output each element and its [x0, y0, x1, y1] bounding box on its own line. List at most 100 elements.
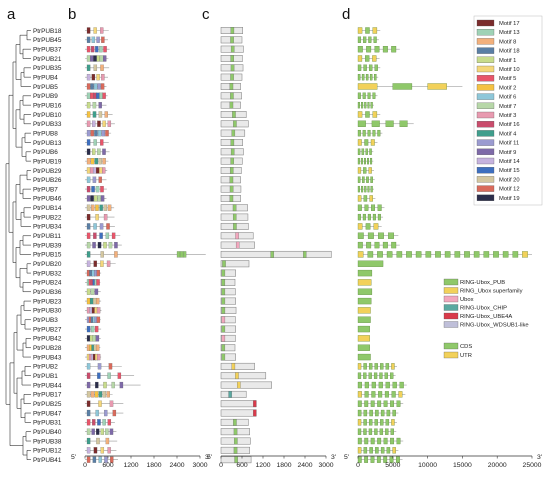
domain-box: [232, 204, 237, 212]
exon-box: [357, 176, 361, 183]
motif-box: [100, 64, 104, 71]
motif-box: [92, 102, 97, 109]
motif-box: [110, 456, 114, 463]
exon-box: [382, 46, 388, 53]
exon-box: [357, 195, 362, 202]
exon-box: [368, 36, 372, 43]
gene-name: PtrPUB18: [33, 28, 62, 35]
exon-box: [368, 419, 373, 426]
exon-box: [379, 428, 384, 435]
motif-box: [97, 130, 102, 137]
motif-box: [103, 214, 108, 221]
exon-box: [386, 447, 391, 454]
motif-box: [86, 92, 91, 99]
motif-box: [97, 83, 101, 90]
motif-box: [97, 120, 101, 127]
motif-box: [86, 195, 91, 202]
domain-box: [221, 316, 226, 324]
motif-box: [102, 92, 106, 99]
exon-box: [370, 400, 375, 407]
exon-box: [357, 204, 362, 211]
domain-box: [230, 64, 235, 72]
domain-box: [233, 223, 237, 230]
motif-box: [92, 419, 96, 426]
protein-bar: [220, 250, 332, 258]
gene-name: PtrPUB36: [33, 289, 62, 296]
motif-box: [86, 46, 91, 53]
exon-box: [380, 447, 385, 454]
legend-label: Motif 19: [499, 196, 520, 202]
motif-box: [86, 335, 91, 342]
gene-name: PtrPUB47: [33, 410, 62, 417]
motif-box: [96, 307, 101, 314]
exon-box: [366, 241, 372, 249]
gene-name: PtrPUB28: [33, 345, 62, 352]
exon-box: [377, 400, 382, 407]
domain-box: [234, 456, 238, 464]
exon-box: [364, 391, 369, 398]
exon-box: [357, 363, 362, 370]
motif-box: [114, 241, 118, 249]
motif-box: [93, 27, 97, 34]
gene-name: PtrPUB25: [33, 401, 62, 408]
motif-box: [104, 456, 108, 463]
legend-label: Motif 11: [499, 141, 519, 147]
motif-box: [97, 195, 101, 202]
motif-box: [95, 204, 99, 211]
motif-box: [86, 148, 91, 155]
exon-box: [384, 372, 388, 379]
motif-box: [86, 120, 91, 127]
motif-box: [86, 419, 91, 426]
exon-box: [386, 251, 393, 258]
exon-box: [370, 456, 375, 463]
motif-box: [98, 111, 103, 118]
exon-box: [365, 111, 370, 118]
exon-box: [361, 74, 365, 81]
motif-box: [95, 214, 99, 221]
exon-box: [383, 437, 388, 445]
exon-box: [385, 381, 390, 389]
exon-box: [357, 185, 360, 193]
exon-box: [367, 92, 371, 99]
exon-box: [385, 363, 390, 370]
motif-box: [109, 428, 114, 435]
exon-box: [357, 428, 362, 435]
legend-label: Motif 7: [499, 104, 516, 110]
motif-box: [103, 381, 107, 389]
motif-box: [95, 381, 99, 389]
legend-swatch: [443, 321, 459, 328]
exon-box: [368, 428, 373, 435]
motif-box: [86, 241, 91, 249]
exon-box: [363, 428, 367, 435]
exon-box: [357, 409, 362, 417]
protein-bar: [220, 260, 250, 268]
motif-box: [107, 447, 111, 454]
exon-box: [357, 55, 363, 62]
domain-box: [230, 148, 235, 156]
exon-box: [391, 391, 396, 398]
exon-box: [357, 419, 362, 426]
exon-box: [392, 447, 396, 454]
exon-box: [357, 120, 366, 127]
exon-box: [396, 400, 401, 407]
motif-box: [96, 36, 100, 43]
legend-label: Motif 9: [499, 150, 516, 156]
gene-name: PtrPUB13: [33, 140, 62, 147]
legend-swatch: [476, 194, 495, 201]
exon-box: [377, 251, 383, 258]
protein-bar: [220, 306, 237, 314]
exon-box: [385, 120, 394, 127]
motif-box: [101, 74, 105, 81]
legend-label: RING-Ubox_CHIP: [460, 306, 507, 312]
domain-box: [221, 335, 226, 342]
domain-box: [230, 157, 234, 165]
motif-box: [99, 92, 103, 99]
motif-box: [86, 260, 91, 267]
motif-box: [86, 297, 91, 305]
legend-swatch: [476, 38, 495, 45]
gene-name: PtrPUB14: [33, 205, 62, 212]
motif-box: [92, 241, 96, 249]
exon-box: [374, 428, 378, 435]
gene-name: PtrPUB39: [33, 242, 62, 249]
motif-box: [86, 167, 91, 174]
